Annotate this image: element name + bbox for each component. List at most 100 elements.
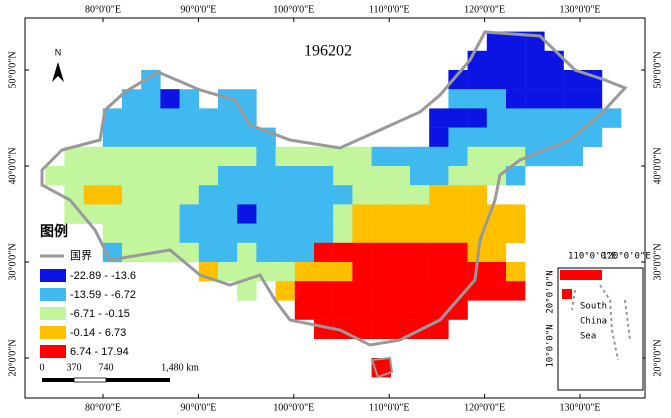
- grid-cell: [275, 166, 295, 186]
- grid-cell: [64, 166, 84, 186]
- grid-cell: [314, 166, 334, 186]
- grid-cell: [486, 223, 507, 243]
- grid-cell: [486, 262, 507, 282]
- grid-cell: [371, 262, 391, 282]
- grid-cell: [102, 108, 123, 128]
- lat-label: 40°0'0"N: [652, 147, 663, 184]
- north-label: N: [55, 47, 62, 57]
- grid-cell: [256, 223, 276, 243]
- grid-cell: [333, 204, 353, 224]
- country-border: [40, 30, 628, 347]
- grid-cell: [64, 146, 84, 167]
- grid-cell: [83, 166, 103, 186]
- grid-cell: [467, 89, 487, 109]
- lat-label: 50°0'0"N: [7, 51, 18, 88]
- grid-cell: [410, 300, 430, 320]
- grid-cell: [141, 89, 161, 109]
- grid-cell: [410, 262, 430, 282]
- grid-cell: [102, 166, 123, 186]
- map-title: 196202: [304, 43, 352, 60]
- grid-cell: [256, 204, 276, 224]
- grid-cell: [429, 281, 449, 301]
- lon-label: 120°0'0"E: [464, 402, 505, 413]
- grid-cell: [448, 70, 468, 90]
- grid-cell: [448, 262, 468, 282]
- grid-cell: [467, 127, 487, 147]
- grid-cell: [333, 262, 353, 282]
- grid-cell: [371, 242, 391, 263]
- grid-cell: [256, 242, 276, 263]
- grid-cell: [371, 281, 391, 301]
- grid-cell: [582, 89, 603, 109]
- grid-cell: [218, 127, 238, 147]
- hainan-border: [370, 356, 394, 379]
- grid-cell: [198, 166, 219, 186]
- grid-cell: [563, 108, 583, 128]
- grid-cell: [371, 300, 391, 320]
- legend: 图例 国界 -22.89 - -13.6 -13.59 - -6.72 -6.71 …: [40, 223, 136, 358]
- grid-cell: [429, 185, 449, 205]
- grid-cell: [237, 127, 257, 147]
- grid-cell: [160, 242, 180, 263]
- grid-cell: [198, 223, 219, 243]
- grid-cell: [352, 300, 372, 320]
- grid-cell: [218, 262, 238, 282]
- grid-cell: [294, 185, 315, 205]
- grid-cell: [294, 262, 315, 282]
- legend-title: 图例: [40, 223, 68, 240]
- lon-label: 80°0'0"E: [85, 402, 121, 413]
- grid-cell: [390, 319, 411, 339]
- grid-cell: [160, 223, 180, 243]
- grid-cell: [314, 300, 334, 320]
- legend-label: -22.89 - -13.6: [70, 270, 136, 282]
- grid-cell: [448, 242, 468, 263]
- grid-cell: [198, 204, 219, 224]
- grid-cell: [314, 281, 334, 301]
- lon-label: 130°0'0"E: [560, 402, 601, 413]
- grid-cell: [448, 185, 468, 205]
- grid-cell: [179, 223, 199, 243]
- grid-cell: [506, 108, 526, 128]
- grid-cell: [371, 166, 391, 186]
- grid-cell: [275, 146, 295, 167]
- grid-cell: [141, 166, 161, 186]
- grid-cell: [294, 146, 315, 167]
- grid-cell: [333, 242, 353, 263]
- grid-cell: [506, 223, 526, 243]
- sea-label: Sea: [580, 332, 596, 342]
- grid-cell: [371, 185, 391, 205]
- grid-cell: [352, 146, 372, 167]
- grid-cell: [141, 223, 161, 243]
- grid-cell: [160, 204, 180, 224]
- lat-label: 20°0'0"N: [7, 339, 18, 376]
- grid-cell: [122, 108, 142, 128]
- scale-seg: [73, 377, 107, 383]
- grid-cell: [371, 223, 391, 243]
- grid-cell: [429, 262, 449, 282]
- grid-cell: [352, 319, 372, 339]
- grid-cell: [371, 204, 391, 224]
- scale-label: 1,480 km: [161, 362, 199, 373]
- grid-cell: [410, 146, 430, 167]
- grid-cell: [429, 108, 449, 128]
- grid-cell: [506, 204, 526, 224]
- north-arrow: [52, 62, 64, 82]
- grid-cell: [294, 281, 315, 301]
- grid-cell: [294, 204, 315, 224]
- grid-cell: [64, 185, 84, 205]
- grid-cell: [390, 146, 411, 167]
- scale-label: 0: [40, 362, 45, 373]
- grid-cell: [45, 166, 65, 186]
- lon-label: 120°0'0"E: [464, 4, 505, 15]
- grid-cell: [544, 70, 564, 90]
- legend-border-label: 国界: [70, 249, 92, 262]
- grid-cell: [256, 262, 276, 282]
- grid-cell: [410, 204, 430, 224]
- grid-cell: [486, 31, 507, 51]
- grid-cell: [352, 262, 372, 282]
- grid-cell: [218, 185, 238, 205]
- legend-swatch: [40, 307, 66, 320]
- grid-cell: [198, 108, 219, 128]
- grid-cell: [83, 146, 103, 167]
- grid-cell: [486, 127, 507, 147]
